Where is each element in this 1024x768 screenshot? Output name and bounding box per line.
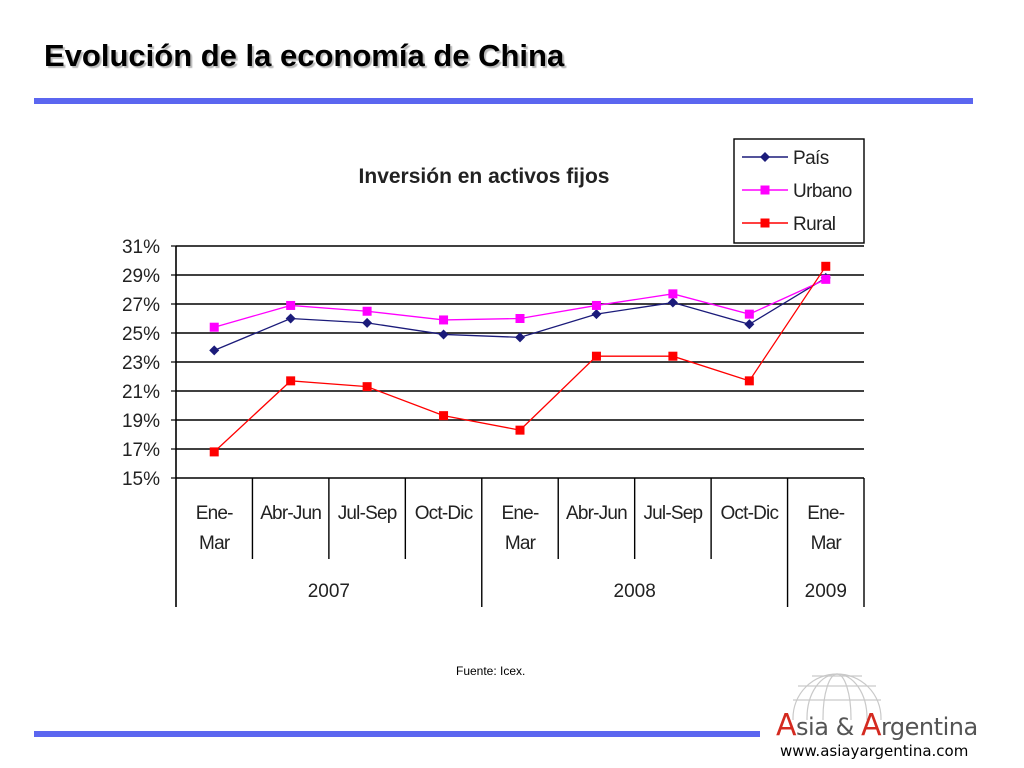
x-tick-label: Ene- (807, 503, 844, 524)
legend-label: Urbano (793, 181, 852, 202)
x-tick-label: Mar (811, 533, 843, 554)
data-point-pais (209, 345, 220, 356)
y-tick-label: 23% (122, 353, 160, 374)
data-point-rural (439, 411, 449, 421)
x-tick-label: Jul-Sep (643, 503, 702, 524)
year-group-label: 2007 (308, 581, 350, 602)
x-tick-label: Abr-Jun (260, 503, 321, 524)
y-tick-label: 21% (122, 382, 160, 403)
legend-box (733, 138, 865, 244)
data-point-pais (515, 332, 525, 343)
x-tick-label: Ene- (502, 503, 539, 524)
data-point-rural (668, 351, 678, 361)
logo-url: www.asiayargentina.com (780, 742, 969, 760)
legend-label: Rural (793, 214, 835, 235)
x-tick-label: Mar (199, 533, 231, 554)
y-tick-label: 31% (122, 237, 160, 258)
year-group-label: 2009 (805, 581, 847, 602)
series-lines (209, 261, 831, 457)
data-point-urbano (209, 322, 219, 332)
data-point-urbano (591, 300, 601, 310)
y-tick-label: 17% (122, 440, 160, 461)
data-point-urbano (286, 300, 296, 310)
legend-label: País (793, 148, 829, 169)
data-point-rural (209, 447, 219, 457)
series-line-rural (213, 265, 827, 453)
data-point-pais (667, 297, 678, 308)
x-tick-label: Mar (505, 533, 537, 554)
data-point-pais (438, 329, 449, 340)
data-point-rural (515, 425, 525, 435)
y-tick-label: 19% (122, 411, 160, 432)
y-axis-ticks: 15% 17% 19% 21% 23% 25% 27% 29% 31% (122, 237, 160, 490)
legend-marker (760, 218, 770, 228)
data-point-urbano (362, 306, 372, 316)
chart-title: Inversión en activos fijos (359, 165, 610, 188)
y-tick-label: 25% (122, 324, 160, 345)
x-tick-label: Jul-Sep (338, 503, 397, 524)
data-point-urbano (515, 314, 525, 323)
asia-argentina-logo: Asia & Argentina www.asiayargentina.com (770, 668, 1000, 763)
legend-marker (760, 185, 770, 195)
data-point-rural (821, 261, 831, 271)
data-point-rural (362, 382, 372, 392)
logo-brand: Asia & Argentina (776, 708, 978, 743)
x-tick-label: Ene- (196, 503, 233, 524)
data-point-pais (744, 319, 755, 330)
bottom-divider (34, 731, 760, 737)
data-point-rural (286, 376, 296, 386)
data-point-urbano (821, 274, 831, 284)
data-point-pais (362, 317, 373, 328)
year-group-label: 2008 (614, 581, 656, 602)
source-note: Fuente: Icex. (456, 664, 526, 678)
globe-icon (792, 673, 882, 720)
data-point-rural (744, 376, 754, 386)
x-axis-table: Ene- Mar Abr-Jun Jul-Sep Oct-Dic Ene- Mar Abr-J… (196, 478, 865, 607)
x-tick-label: Oct-Dic (720, 503, 778, 524)
x-tick-label: Oct-Dic (415, 503, 473, 524)
legend-marker (760, 152, 770, 162)
x-tick-label: Abr-Jun (566, 503, 627, 524)
y-tick-label: 15% (122, 469, 160, 490)
legend: País Urbano Rural (733, 138, 865, 244)
data-point-rural (591, 351, 601, 361)
y-tick-label: 29% (122, 266, 160, 287)
data-point-urbano (744, 309, 754, 319)
y-tick-label: 27% (122, 295, 160, 316)
data-point-urbano (439, 315, 449, 325)
data-point-pais (591, 309, 602, 320)
data-point-urbano (668, 289, 678, 299)
data-point-pais (285, 313, 296, 324)
top-divider (34, 98, 973, 104)
slide-title: Evolución de la economía de China (44, 38, 565, 73)
